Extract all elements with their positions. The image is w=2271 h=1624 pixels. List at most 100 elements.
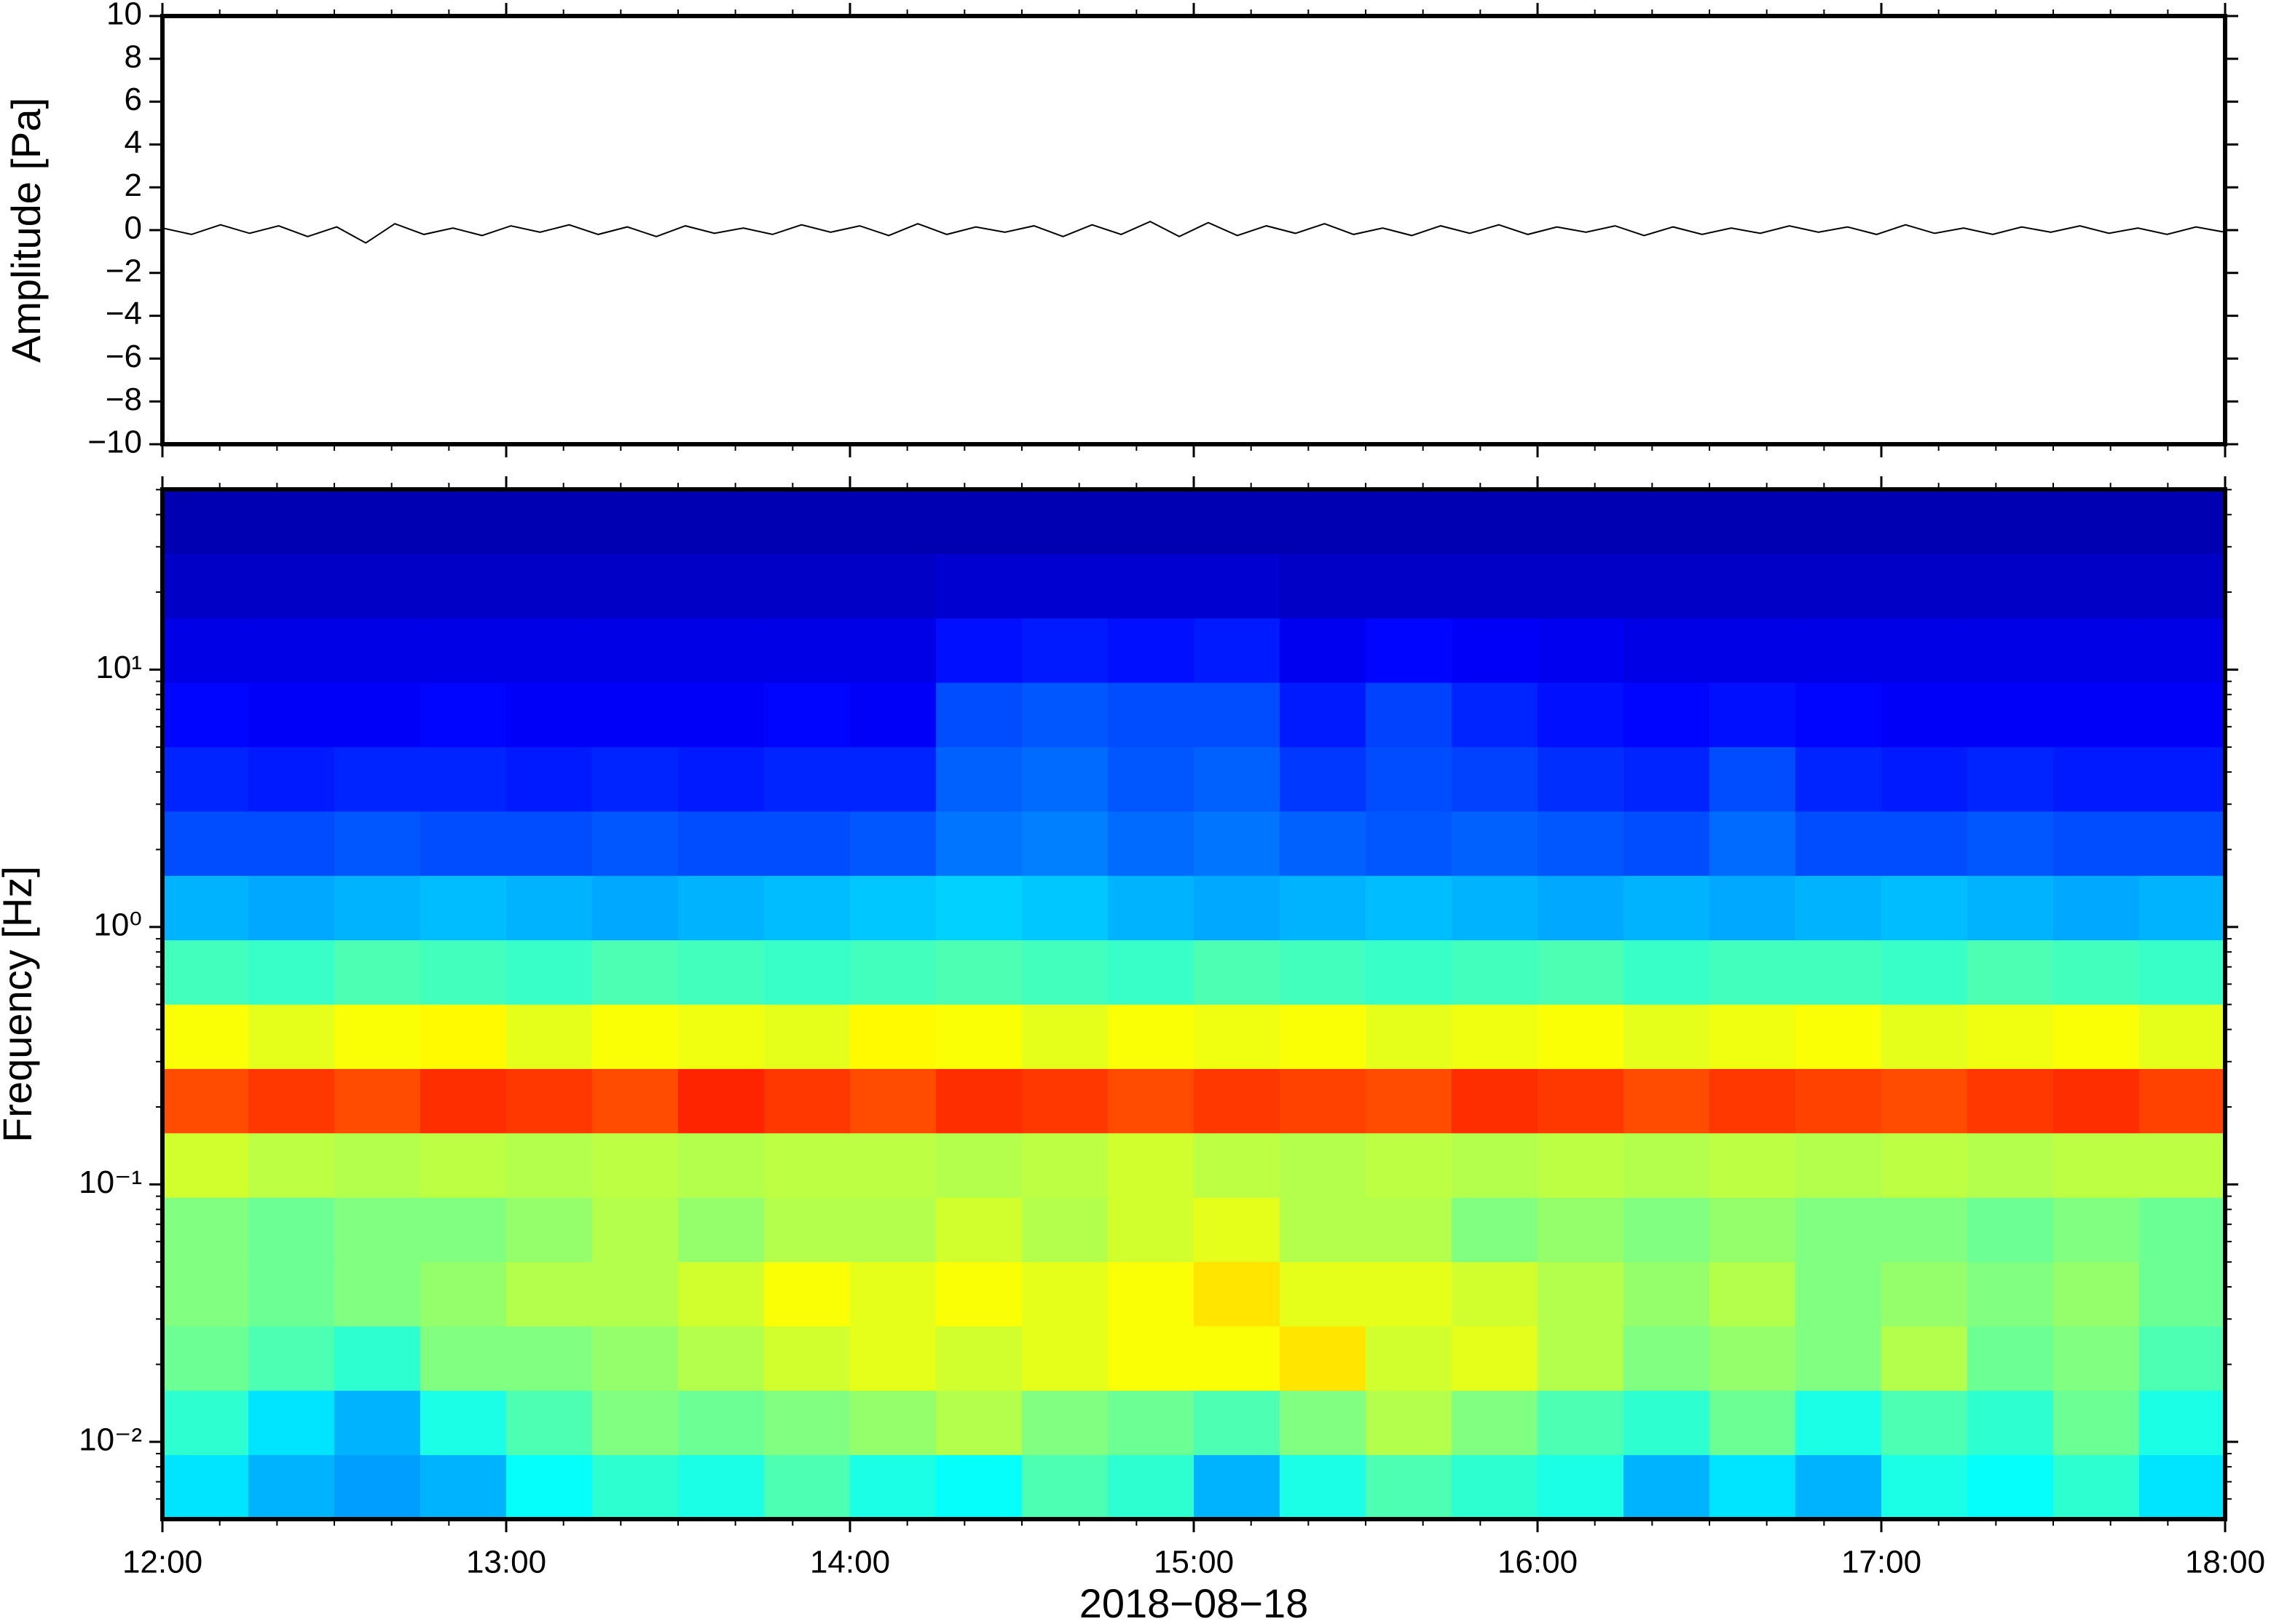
spectrogram-cell (334, 1132, 421, 1198)
spectrogram-cell (420, 875, 507, 941)
spectrogram-cell (2053, 1004, 2140, 1069)
spectrogram-cell (334, 939, 421, 1005)
spectrogram-cell (1881, 811, 1968, 876)
spectrogram-cell (2139, 1261, 2226, 1327)
spectrogram-cell (1881, 618, 1968, 683)
spectrogram-cell (1366, 875, 1452, 941)
spectrogram-cell (1967, 489, 2054, 554)
spectrogram-cell (764, 1004, 851, 1069)
spectrogram-cell (850, 1261, 937, 1327)
spectrogram-cell (850, 553, 937, 619)
spectrogram-cell (420, 618, 507, 683)
spectrogram-cell (1452, 1004, 1538, 1069)
spectrogram-cell (1280, 875, 1366, 941)
spectrogram-cell (1881, 1325, 1968, 1391)
spectrogram-cell (1881, 1197, 1968, 1263)
spectrogram-cell (1967, 1068, 2054, 1134)
spectrogram-cell (1366, 682, 1452, 747)
spectrogram-cell (420, 1132, 507, 1198)
spectrogram-cell (334, 618, 421, 683)
spectrogram-cell (1194, 939, 1280, 1005)
spectrogram-cell (1194, 1454, 1280, 1520)
spectrogram-cell (506, 1261, 593, 1327)
spectrogram-cell (1967, 811, 2054, 876)
spectrogram-cell (850, 746, 937, 812)
spectrogram-cell (764, 746, 851, 812)
spectrogram-cell (420, 1325, 507, 1391)
spectrogram-cell (2053, 1132, 2140, 1198)
spectrogram-cell (1452, 875, 1538, 941)
spectrogram-cell (1280, 1197, 1366, 1263)
spectrogram-cell (678, 1325, 765, 1391)
spectrogram-cell (1623, 1325, 1710, 1391)
spectrogram-cell (1022, 553, 1109, 619)
spectrogram-cell (1194, 553, 1280, 619)
spectrogram-cell (678, 811, 765, 876)
spectrogram-cell (1709, 1325, 1796, 1391)
y-tick-label: 10 (106, 0, 142, 32)
spectrogram-cell (1280, 1068, 1366, 1134)
y-tick-label: −4 (106, 296, 142, 331)
spectrogram-cell (1881, 682, 1968, 747)
spectrogram-cell (1366, 1261, 1452, 1327)
spectrogram-cell (1709, 1390, 1796, 1456)
spectrogram-cell (334, 746, 421, 812)
spectrogram-cell (248, 1004, 335, 1069)
spectrogram-cell (1022, 746, 1109, 812)
spectrogram-cell (850, 489, 937, 554)
waveform (162, 221, 2226, 244)
y-tick-label: 10¹ (95, 650, 142, 685)
spectrogram-cell (420, 746, 507, 812)
spectrogram-cell (764, 1390, 851, 1456)
spectrogram-cell (592, 1132, 679, 1198)
spectrogram-cell (1022, 939, 1109, 1005)
spectrogram-cell (1795, 1197, 1882, 1263)
spectrogram-cell (1967, 1004, 2054, 1069)
spectrogram-cell (1623, 1197, 1710, 1263)
spectrogram-cell (506, 553, 593, 619)
x-tick-label: 17:00 (1841, 1545, 1921, 1580)
spectrogram-cell (936, 1197, 1023, 1263)
spectrogram-cell (248, 1325, 335, 1391)
spectrogram-cell (764, 618, 851, 683)
spectrogram-cell (1108, 939, 1194, 1005)
spectrogram-cell (850, 1454, 937, 1520)
spectrogram-cell (2139, 1454, 2226, 1520)
x-tick-label: 15:00 (1154, 1545, 1234, 1580)
spectrogram-cell (936, 618, 1023, 683)
spectrogram-cell (678, 746, 765, 812)
spectrogram-cell (1967, 682, 2054, 747)
spectrogram-cell (1709, 553, 1796, 619)
spectrogram-cell (1194, 1390, 1280, 1456)
spectrogram-cell (592, 1261, 679, 1327)
spectrogram-cell (248, 875, 335, 941)
spectrogram-cell (1709, 939, 1796, 1005)
spectrogram-cell (334, 1390, 421, 1456)
spectrogram-cell (248, 489, 335, 554)
spectrogram-cell (162, 811, 249, 876)
spectrogram-cell (850, 1132, 937, 1198)
spectrogram-cell (420, 1197, 507, 1263)
spectrogram-cell (1108, 1390, 1194, 1456)
spectrogram-cell (678, 553, 765, 619)
spectrogram-cell (1108, 682, 1194, 747)
spectrogram-cell (2053, 682, 2140, 747)
spectrogram-cell (1538, 682, 1624, 747)
spectrogram-cell (1967, 553, 2054, 619)
y-tick-label: 10⁻¹ (79, 1164, 142, 1200)
spectrogram-cell (1795, 939, 1882, 1005)
x-tick-label: 16:00 (1497, 1545, 1578, 1580)
spectrogram-cell (1280, 618, 1366, 683)
spectrogram-cell (1623, 1132, 1710, 1198)
spectrogram-cell (1452, 1197, 1538, 1263)
spectrogram-cell (1538, 553, 1624, 619)
spectrogram-cell (420, 1068, 507, 1134)
spectrogram-cell (162, 682, 249, 747)
spectrogram-cell (1538, 1068, 1624, 1134)
spectrogram-cell (162, 875, 249, 941)
spectrogram-cell (1538, 1325, 1624, 1391)
spectrogram-cell (1709, 1004, 1796, 1069)
spectrogram-cell (334, 489, 421, 554)
spectrogram-cell (1108, 1004, 1194, 1069)
spectrogram-cell (420, 1261, 507, 1327)
